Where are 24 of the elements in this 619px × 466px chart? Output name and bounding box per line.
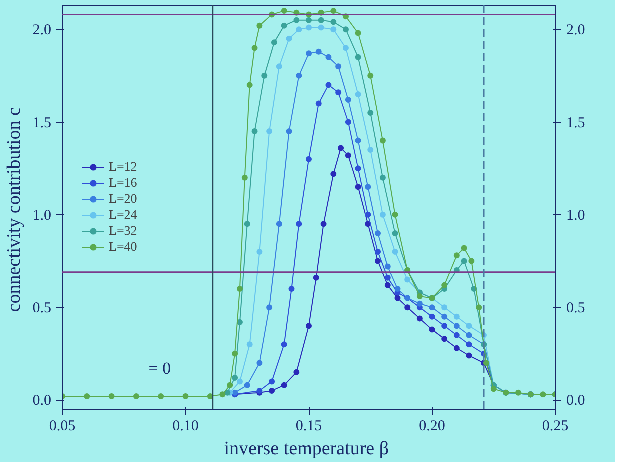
x-tick-label: 0.20 — [419, 418, 446, 434]
x-axis-title: inverse temperature β — [224, 438, 390, 460]
legend-label: L=32 — [109, 223, 138, 239]
x-tick-label: 0.15 — [296, 418, 322, 434]
y-tick-label: 2.0 — [32, 22, 52, 39]
y-tick-label: 0.5 — [32, 300, 52, 317]
legend-label: L=40 — [109, 239, 138, 255]
y2-tick-label: 0.5 — [566, 300, 586, 317]
legend-label: L=20 — [109, 191, 138, 207]
legend-label: L=16 — [109, 175, 138, 191]
y-tick-label: 1.0 — [32, 208, 52, 224]
annotation: = 0 — [148, 358, 172, 378]
legend-label: L=12 — [109, 159, 138, 175]
y-tick-label: 1.5 — [32, 115, 52, 132]
x-tick-label: 0.25 — [542, 418, 569, 434]
x-tick-label: 0.05 — [49, 418, 76, 434]
y2-tick-label: 2.0 — [566, 22, 586, 39]
legend-label: L=24 — [109, 207, 138, 223]
x-tick-label: 0.10 — [172, 418, 199, 434]
y2-tick-label: 0.0 — [566, 393, 586, 410]
y-tick-label: 0.0 — [32, 393, 52, 410]
y2-tick-label: 1.5 — [566, 115, 586, 132]
y-axis-title: connectivity contribution c — [4, 108, 25, 312]
y2-tick-label: 1.0 — [566, 208, 586, 224]
